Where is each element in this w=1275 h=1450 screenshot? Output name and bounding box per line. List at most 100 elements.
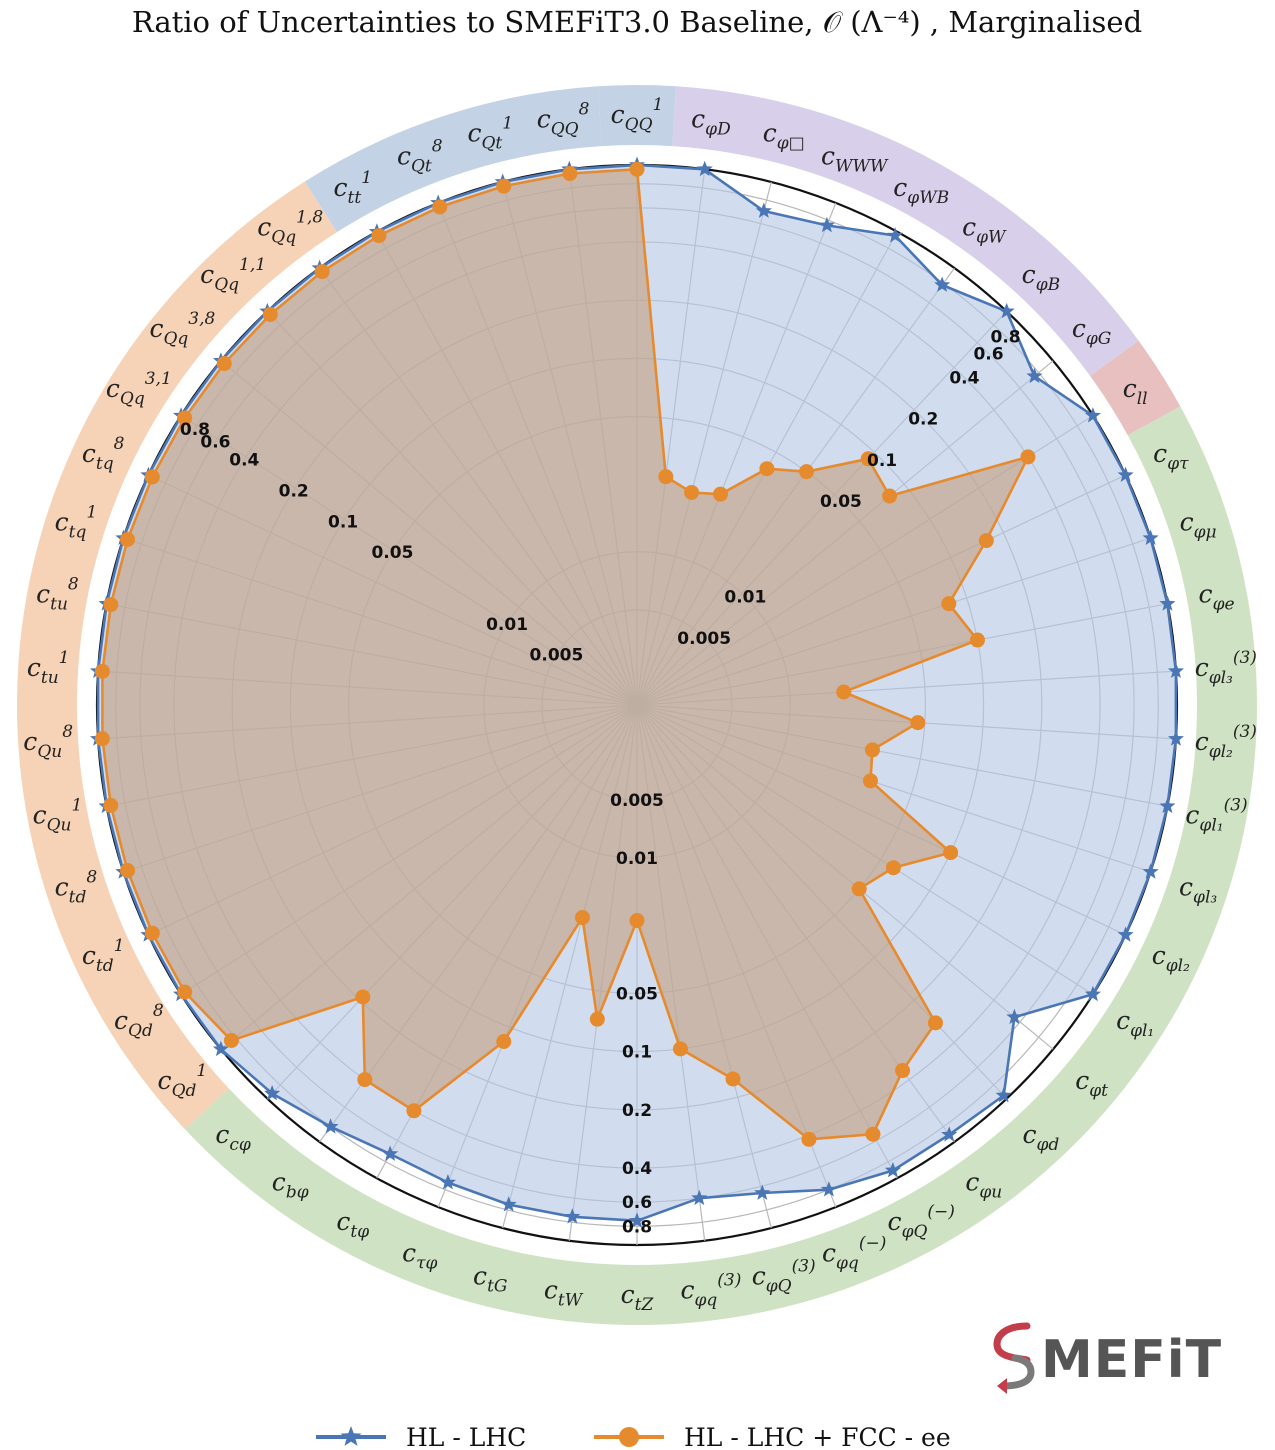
- coefficient-superscript: 1: [71, 796, 82, 816]
- coefficient-label: cφu: [965, 1167, 1002, 1202]
- data-point-circle: [262, 306, 278, 322]
- sector-band-segment: [672, 86, 1139, 376]
- logo-symbol-bottom: [999, 1354, 1035, 1390]
- coefficient-base: c: [82, 941, 96, 970]
- data-point-star: [1117, 926, 1134, 942]
- legend-circle-icon: [619, 1427, 639, 1447]
- coefficient-base: c: [962, 213, 976, 242]
- ring-tick-label: 0.1: [328, 512, 358, 532]
- data-point-circle: [882, 488, 898, 504]
- data-point-circle: [895, 1063, 911, 1079]
- ring-tick-label: 0.01: [616, 849, 658, 869]
- data-point-circle: [314, 264, 330, 280]
- coefficient-subscript: tφ: [350, 1222, 369, 1242]
- data-point-circle: [725, 1071, 741, 1087]
- ring-tick-label: 0.4: [229, 451, 259, 471]
- coefficient-subscript: td: [69, 887, 87, 907]
- coefficient-base: c: [752, 1261, 766, 1290]
- coefficient-base: c: [1153, 439, 1167, 468]
- coefficient-base: c: [1022, 260, 1036, 289]
- coefficient-superscript: (3): [1224, 796, 1248, 816]
- plot-area: [90, 156, 1184, 1247]
- coefficient-base: c: [1123, 374, 1137, 403]
- coefficient-base: c: [149, 314, 163, 343]
- coefficient-label: cφl₁: [1116, 1006, 1154, 1041]
- coefficient-label: ctq8: [82, 434, 125, 474]
- coefficient-label: cφQ(3): [752, 1256, 816, 1296]
- coefficient-subscript: Qq: [271, 228, 296, 248]
- coefficient-subscript: φQ: [902, 1222, 928, 1242]
- coefficient-label: cQd1: [158, 1061, 208, 1101]
- coefficient-superscript: 1: [361, 168, 372, 188]
- ring-tick-label: 0.4: [949, 369, 979, 389]
- ring-tick-label: 0.1: [622, 1043, 652, 1063]
- data-point-circle: [801, 1131, 817, 1147]
- data-point-circle: [94, 731, 110, 747]
- data-point-circle: [120, 531, 136, 547]
- coefficient-superscript: 3,8: [188, 309, 215, 329]
- coefficient-subscript: tu: [41, 668, 59, 688]
- coefficient-superscript: 1,8: [296, 208, 323, 228]
- coefficient-subscript: tu: [50, 594, 68, 614]
- coefficient-label: cQQ1: [611, 95, 664, 135]
- data-point-circle: [589, 1011, 605, 1027]
- data-point-star: [887, 227, 904, 243]
- coefficient-subscript: Qu: [47, 816, 72, 836]
- data-point-circle: [862, 773, 878, 789]
- coefficient-label: cφl₂(3): [1195, 722, 1257, 762]
- data-point-circle: [562, 166, 578, 182]
- coefficient-subscript: tq: [96, 454, 114, 474]
- coefficient-subscript: φG: [1086, 329, 1111, 349]
- ring-tick-label: 0.1: [867, 451, 897, 471]
- data-point-circle: [94, 663, 110, 679]
- coefficient-base: c: [27, 653, 41, 682]
- coefficient-superscript: (3): [1233, 648, 1257, 668]
- data-point-circle: [406, 1103, 422, 1119]
- sector-band-segment: [16, 181, 337, 1130]
- data-point-star: [941, 1126, 958, 1142]
- sector-band-segment: [304, 86, 602, 233]
- data-point-circle: [860, 451, 876, 467]
- coefficient-subscript: φl₂: [1209, 742, 1233, 762]
- coefficient-base: c: [1072, 314, 1086, 343]
- data-point-circle: [355, 989, 371, 1005]
- coefficient-base: c: [334, 173, 348, 202]
- coefficient-label: cφ□: [763, 119, 805, 154]
- sector-band: [16, 85, 1258, 1326]
- data-point-star: [754, 1184, 771, 1200]
- coefficient-label: cQt1: [467, 114, 513, 154]
- data-point-star: [1167, 662, 1184, 678]
- coefficient-base: c: [114, 1006, 128, 1035]
- data-point-star: [755, 202, 772, 218]
- data-point-circle: [432, 199, 448, 215]
- data-point-circle: [969, 632, 985, 648]
- coefficient-subscript: φl₂: [1166, 956, 1190, 976]
- data-point-star: [1159, 595, 1176, 611]
- coefficient-base: c: [763, 119, 777, 148]
- coefficient-label: cφD: [691, 105, 731, 140]
- coefficient-superscript: (3): [717, 1270, 741, 1290]
- coefficient-label: cφd: [1022, 1120, 1059, 1155]
- coefficient-superscript: 8: [153, 1001, 164, 1021]
- coefficient-base: c: [821, 141, 835, 170]
- coefficient-label: cφQ(−): [888, 1202, 955, 1242]
- coefficient-base: c: [537, 105, 551, 134]
- data-point-circle: [1020, 449, 1036, 465]
- coefficient-label: cφq(3): [680, 1270, 741, 1310]
- data-point-star: [820, 1181, 837, 1197]
- data-point-star: [1142, 863, 1159, 879]
- coefficient-base: c: [611, 100, 625, 129]
- coefficient-base: c: [1116, 1006, 1130, 1035]
- coefficient-superscript: 8: [68, 574, 79, 594]
- ring-tick-label: 0.6: [622, 1193, 652, 1213]
- coefficient-base: c: [1185, 801, 1199, 830]
- smefit-logo: MEFiT: [993, 1322, 1221, 1394]
- data-point-circle: [574, 910, 590, 926]
- data-point-circle: [120, 863, 136, 879]
- coefficient-base: c: [336, 1207, 350, 1236]
- coefficient-base: c: [965, 1167, 979, 1196]
- coefficient-label: cll: [1123, 374, 1148, 409]
- coefficient-subscript: QQ: [625, 115, 653, 135]
- data-point-star: [691, 1189, 708, 1206]
